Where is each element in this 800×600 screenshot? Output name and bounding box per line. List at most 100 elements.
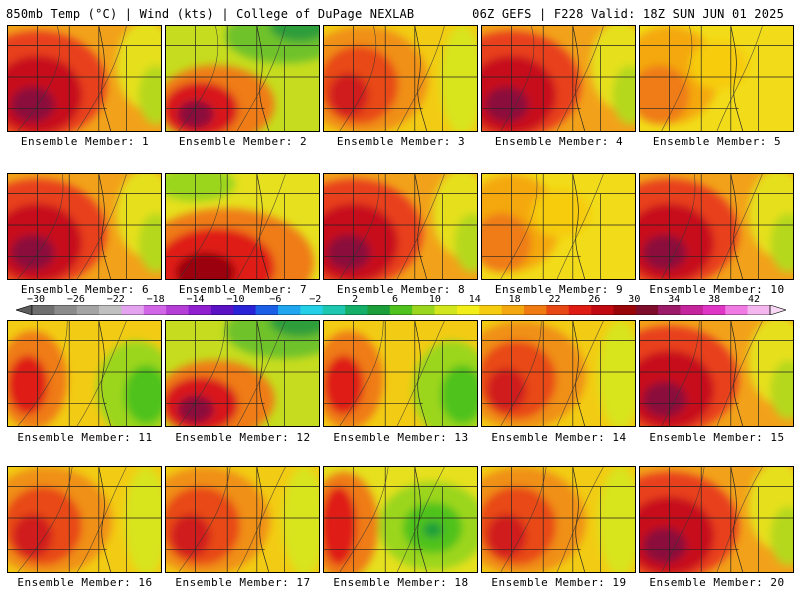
colorbar-swatch: [99, 305, 122, 315]
contour-line: [236, 467, 286, 572]
temperature-colorbar: −30 −26 −22 −18 −14 −10 −6 −2 2 6 10 14 18 22 26 30 34 38…: [0, 294, 800, 320]
ensemble-member-label: Ensemble Member: 20: [649, 576, 785, 589]
colorbar-swatch: [76, 305, 100, 315]
ensemble-map-panel[interactable]: [481, 466, 636, 573]
contour-line: [17, 174, 64, 279]
temperature-map: [482, 26, 635, 131]
colorbar-swatch: [300, 305, 324, 315]
temperature-map: [166, 26, 319, 131]
colorbar-swatch: [233, 305, 256, 315]
state-boundary: [730, 26, 743, 131]
colorbar-swatch: [345, 305, 368, 315]
colorbar-tick-label: 2: [352, 294, 359, 305]
ensemble-map-panel[interactable]: [323, 466, 478, 573]
state-boundary: [730, 321, 743, 426]
ensemble-map-panel[interactable]: [323, 25, 478, 132]
contour-line: [716, 174, 763, 279]
contour-line: [556, 174, 604, 279]
colorbar-swatch: [367, 305, 391, 315]
ensemble-map-panel[interactable]: [165, 25, 320, 132]
colorbar-low-arrow: [16, 305, 33, 315]
colorbar-swatch: [456, 305, 480, 315]
contour-line: [396, 174, 445, 279]
ensemble-member-label: Ensemble Member: 1: [20, 135, 150, 148]
colorbar-swatch: [434, 305, 458, 315]
temperature-map: [166, 174, 319, 279]
ensemble-map-panel[interactable]: [481, 25, 636, 132]
product-title: 850mb Temp (°C) | Wind (kts) | College o…: [6, 7, 415, 21]
ensemble-map-panel[interactable]: [639, 320, 794, 427]
contour-line: [661, 174, 696, 279]
temperature-map: [8, 321, 161, 426]
state-boundary: [98, 467, 111, 572]
contour-line: [339, 467, 389, 572]
ensemble-map-panel[interactable]: [639, 173, 794, 280]
ensemble-map-panel[interactable]: [7, 320, 162, 427]
model-run-info: 06Z GEFS | F228 Valid: 18Z SUN JUN 01 20…: [472, 7, 784, 21]
colorbar-tick-label: −2: [309, 294, 322, 305]
colorbar-tick-label: 6: [391, 294, 399, 305]
colorbar-swatch: [658, 305, 681, 315]
contour-line: [661, 321, 700, 426]
ensemble-member-label: Ensemble Member: 17: [175, 576, 311, 589]
ensemble-map-panel[interactable]: [639, 25, 794, 132]
ensemble-member-label: Ensemble Member: 4: [494, 135, 624, 148]
ensemble-map-panel[interactable]: [7, 466, 162, 573]
contour-line: [339, 174, 380, 279]
contour-line: [339, 321, 384, 426]
contour-line: [17, 26, 61, 131]
colorbar-tick-label: 18: [508, 294, 521, 305]
state-boundary: [572, 321, 585, 426]
ensemble-member-label: Ensemble Member: 9: [494, 283, 624, 296]
state-boundary: [572, 26, 585, 131]
state-boundary: [98, 174, 111, 279]
temperature-map: [324, 174, 477, 279]
ensemble-member-label: Ensemble Member: 11: [17, 431, 153, 444]
contour-line: [396, 467, 445, 572]
state-boundary: [98, 321, 111, 426]
colorbar-swatch: [501, 305, 525, 315]
ensemble-map-panel[interactable]: [323, 173, 478, 280]
ensemble-map-panel[interactable]: [323, 320, 478, 427]
ensemble-member-label: Ensemble Member: 15: [649, 431, 785, 444]
ensemble-member-label: Ensemble Member: 6: [20, 283, 150, 296]
ensemble-map-panel[interactable]: [7, 25, 162, 132]
temperature-map: [482, 174, 635, 279]
ensemble-map-panel[interactable]: [165, 320, 320, 427]
contour-line: [556, 26, 604, 131]
colorbar-swatch: [54, 305, 78, 315]
colorbar-swatch: [32, 305, 55, 315]
ensemble-map-panel[interactable]: [7, 173, 162, 280]
colorbar-swatch: [188, 305, 212, 315]
contour-line: [17, 467, 73, 572]
ensemble-member-label: Ensemble Member: 16: [17, 576, 153, 589]
ensemble-map-panel[interactable]: [639, 466, 794, 573]
contour-line: [236, 321, 286, 426]
contour-line: [236, 26, 286, 131]
ensemble-member-label: Ensemble Member: 7: [178, 283, 308, 296]
temperature-map: [324, 26, 477, 131]
contour-line: [76, 26, 127, 131]
contour-line: [178, 467, 231, 572]
contour-line: [500, 467, 547, 572]
colorbar-swatch: [143, 305, 167, 315]
colorbar-tick-label: −22: [106, 294, 125, 305]
colorbar-tick-label: 34: [668, 294, 681, 305]
ensemble-member-label: Ensemble Member: 2: [178, 135, 308, 148]
colorbar-swatch: [389, 305, 413, 315]
state-boundary: [730, 174, 743, 279]
contour-line: [556, 467, 604, 572]
ensemble-map-panel[interactable]: [165, 466, 320, 573]
temperature-map: [640, 467, 793, 572]
ensemble-map-panel[interactable]: [481, 320, 636, 427]
colorbar-tick-label: 14: [468, 294, 481, 305]
colorbar-swatch: [702, 305, 726, 315]
temperature-map: [482, 321, 635, 426]
contour-line: [76, 321, 127, 426]
contour-line: [76, 174, 127, 279]
ensemble-map-panel[interactable]: [165, 173, 320, 280]
state-boundary: [572, 467, 585, 572]
contour-line: [396, 26, 445, 131]
ensemble-map-panel[interactable]: [481, 173, 636, 280]
state-boundary: [414, 174, 427, 279]
